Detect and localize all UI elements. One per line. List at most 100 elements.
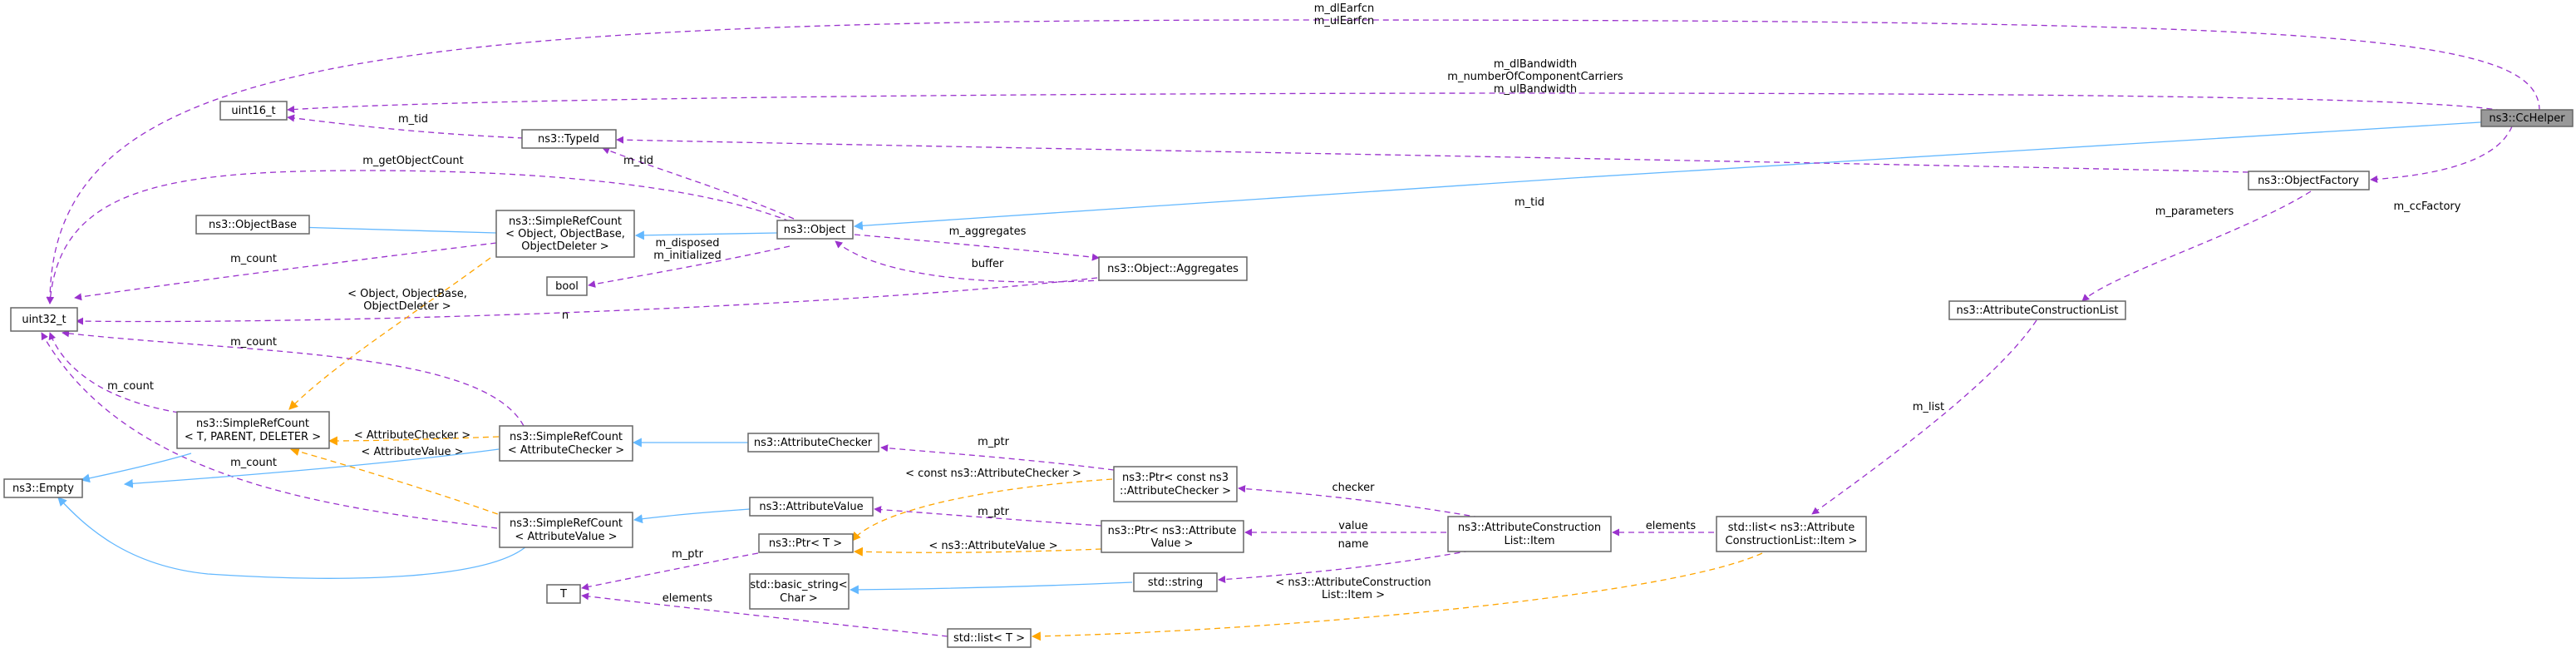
node-ptr-checker[interactable]: ns3::Ptr< const ns3 ::AttributeChecker > bbox=[1113, 466, 1238, 502]
edge-name: name bbox=[1218, 538, 1480, 583]
node-basic-string[interactable]: std::basic_string< Char > bbox=[749, 573, 850, 610]
svg-text:ns3::ObjectBase: ns3::ObjectBase bbox=[209, 219, 297, 231]
node-srcount-value[interactable]: ns3::SimpleRefCount < AttributeValue > bbox=[499, 512, 633, 548]
node-attr-construction-item[interactable]: ns3::AttributeConstruction List::Item bbox=[1447, 516, 1612, 552]
edge-value-inherits-empty bbox=[57, 497, 533, 579]
node-ptr-t[interactable]: ns3::Ptr< T > bbox=[758, 533, 854, 553]
node-std-string[interactable]: std::string bbox=[1133, 572, 1218, 592]
edge-checker-ptr: m_ptr bbox=[880, 436, 1115, 471]
edge-label-num-cc: m_numberOfComponentCarriers bbox=[1447, 71, 1623, 83]
edge-label-tmpl-item-1: < ns3::AttributeConstruction bbox=[1275, 576, 1431, 589]
edge-label-tmpl-checker: < AttributeChecker > bbox=[354, 429, 470, 442]
node-std-list-item[interactable]: std::list< ns3::Attribute ConstructionLi… bbox=[1716, 516, 1867, 552]
svg-text:std::list< T >: std::list< T > bbox=[953, 632, 1025, 645]
svg-text:std::list< ns3::Attribute: std::list< ns3::Attribute bbox=[1728, 522, 1854, 534]
edge-label-value: value bbox=[1338, 520, 1368, 532]
node-bool[interactable]: bool bbox=[546, 276, 588, 296]
edge-m-list: m_list bbox=[1811, 319, 2037, 515]
svg-text:ns3::Object: ns3::Object bbox=[784, 224, 845, 236]
edge-label-elements-t: elements bbox=[662, 592, 713, 605]
edge-checker-inherits-empty bbox=[123, 448, 500, 488]
edge-n: n bbox=[76, 277, 1098, 325]
edge-label-n: n bbox=[562, 309, 569, 322]
edge-label-factory-tid: m_tid bbox=[1515, 196, 1544, 209]
edge-tmpl-object: < Object, ObjectBase, ObjectDeleter > bbox=[288, 257, 491, 410]
edge-label-typeid-tid: m_tid bbox=[398, 113, 428, 126]
edge-factory-tid: m_tid bbox=[616, 136, 2249, 209]
edge-aggregates: m_aggregates bbox=[854, 225, 1100, 261]
svg-text:T: T bbox=[559, 588, 567, 601]
svg-text:std::basic_string<: std::basic_string< bbox=[750, 579, 847, 591]
node-std-list-t[interactable]: std::list< T > bbox=[947, 628, 1032, 648]
edge-earfcn: m_dlEarfcn m_ulEarfcn bbox=[46, 2, 2540, 304]
edge-label-tmpl-attr-value: < ns3::AttributeValue > bbox=[928, 540, 1057, 552]
edge-bandwidth: m_dlBandwidth m_numberOfComponentCarrier… bbox=[287, 58, 2503, 113]
svg-text:::AttributeChecker >: ::AttributeChecker > bbox=[1120, 485, 1231, 497]
node-typeid[interactable]: ns3::TypeId bbox=[521, 129, 617, 149]
edge-label-get-object-count: m_getObjectCount bbox=[362, 155, 463, 167]
node-attr-construction-list[interactable]: ns3::AttributeConstructionList bbox=[1948, 300, 2126, 320]
edge-label-disposed: m_disposed bbox=[655, 237, 719, 250]
node-objectfactory[interactable]: ns3::ObjectFactory bbox=[2248, 171, 2370, 190]
node-srcount-generic[interactable]: ns3::SimpleRefCount < T, PARENT, DELETER… bbox=[176, 411, 330, 449]
svg-text:std::string: std::string bbox=[1148, 576, 1203, 589]
edge-label-cc-factory: m_ccFactory bbox=[2394, 200, 2461, 213]
node-uint16[interactable]: uint16_t bbox=[219, 101, 288, 121]
edge-label-tmpl-object-2: ObjectDeleter > bbox=[363, 300, 451, 313]
edge-label-initialized: m_initialized bbox=[653, 250, 722, 262]
svg-text:ns3::SimpleRefCount: ns3::SimpleRefCount bbox=[509, 215, 622, 228]
edge-label-srcount-count: m_count bbox=[230, 253, 277, 265]
edge-tmpl-value: < AttributeValue > bbox=[289, 446, 508, 518]
edge-elements-t: elements bbox=[581, 592, 948, 637]
edge-label-t-ptr: m_ptr bbox=[672, 548, 704, 561]
edge-label-value-count: m_count bbox=[230, 457, 277, 469]
edge-label-m-list: m_list bbox=[1913, 401, 1944, 413]
svg-text:< Object, ObjectBase,: < Object, ObjectBase, bbox=[505, 228, 625, 240]
node-aggregates[interactable]: ns3::Object::Aggregates bbox=[1098, 256, 1248, 281]
edge-elements-item: elements bbox=[1612, 520, 1714, 537]
edge-object-tid: m_tid bbox=[602, 146, 795, 220]
edge-value-ptr: m_ptr bbox=[874, 506, 1102, 527]
svg-text:ns3::Object::Aggregates: ns3::Object::Aggregates bbox=[1107, 263, 1239, 275]
node-cchelper[interactable]: ns3::CcHelper bbox=[2480, 109, 2574, 127]
edge-label-buffer: buffer bbox=[972, 258, 1004, 270]
node-empty[interactable]: ns3::Empty bbox=[3, 478, 83, 498]
edge-t-ptr: m_ptr bbox=[581, 548, 759, 591]
svg-text:Char >: Char > bbox=[780, 592, 818, 605]
node-srcount-checker[interactable]: ns3::SimpleRefCount < AttributeChecker > bbox=[499, 425, 633, 462]
edge-label-ul-bandwidth: m_ulBandwidth bbox=[1494, 83, 1577, 96]
svg-text:bool: bool bbox=[555, 280, 579, 293]
edge-get-object-count: m_getObjectCount bbox=[47, 155, 791, 304]
node-attribute-checker[interactable]: ns3::AttributeChecker bbox=[747, 433, 879, 453]
edge-string-inherits-basic bbox=[849, 581, 1133, 595]
edge-label-parameters: m_parameters bbox=[2155, 205, 2234, 218]
edge-label-name: name bbox=[1338, 538, 1369, 551]
node-uint32[interactable]: uint32_t bbox=[10, 307, 78, 332]
edge-label-elements-item: elements bbox=[1646, 520, 1697, 532]
svg-text:ns3::AttributeConstruction: ns3::AttributeConstruction bbox=[1458, 522, 1601, 534]
edge-checker-count: m_count bbox=[62, 329, 525, 427]
node-srcount-object[interactable]: ns3::SimpleRefCount < Object, ObjectBase… bbox=[495, 210, 635, 258]
svg-text:ns3::CcHelper: ns3::CcHelper bbox=[2489, 112, 2565, 125]
edge-object-inherits-srcount bbox=[634, 230, 778, 240]
edge-label-value-ptr: m_ptr bbox=[978, 506, 1010, 518]
svg-text:ns3::Empty: ns3::Empty bbox=[12, 482, 74, 495]
edge-label-tmpl-const-checker: < const ns3::AttributeChecker > bbox=[905, 467, 1081, 480]
edge-attrvalue-inherits-srcount bbox=[633, 508, 751, 524]
svg-text:< AttributeChecker >: < AttributeChecker > bbox=[508, 444, 624, 457]
node-object[interactable]: ns3::Object bbox=[776, 220, 854, 240]
edge-checker: checker bbox=[1238, 482, 1480, 518]
edge-label-dl-earfcn: m_dlEarfcn bbox=[1314, 2, 1375, 15]
edge-tmpl-item: < ns3::AttributeConstruction List::Item … bbox=[1031, 552, 1763, 641]
svg-text:ns3::Ptr< T >: ns3::Ptr< T > bbox=[769, 537, 842, 550]
node-t[interactable]: T bbox=[546, 584, 581, 604]
node-objectbase[interactable]: ns3::ObjectBase bbox=[195, 215, 310, 235]
edge-tmpl-checker: < AttributeChecker > bbox=[328, 429, 500, 446]
edge-label-tmpl-object-1: < Object, ObjectBase, bbox=[347, 288, 467, 300]
svg-text:ns3::Ptr< ns3::Attribute: ns3::Ptr< ns3::Attribute bbox=[1108, 525, 1237, 537]
node-attribute-value[interactable]: ns3::AttributeValue bbox=[749, 497, 874, 517]
node-ptr-value[interactable]: ns3::Ptr< ns3::Attribute Value > bbox=[1101, 520, 1244, 553]
edge-cc-factory: m_ccFactory bbox=[2370, 126, 2513, 213]
svg-text:ns3::AttributeChecker: ns3::AttributeChecker bbox=[754, 437, 873, 449]
